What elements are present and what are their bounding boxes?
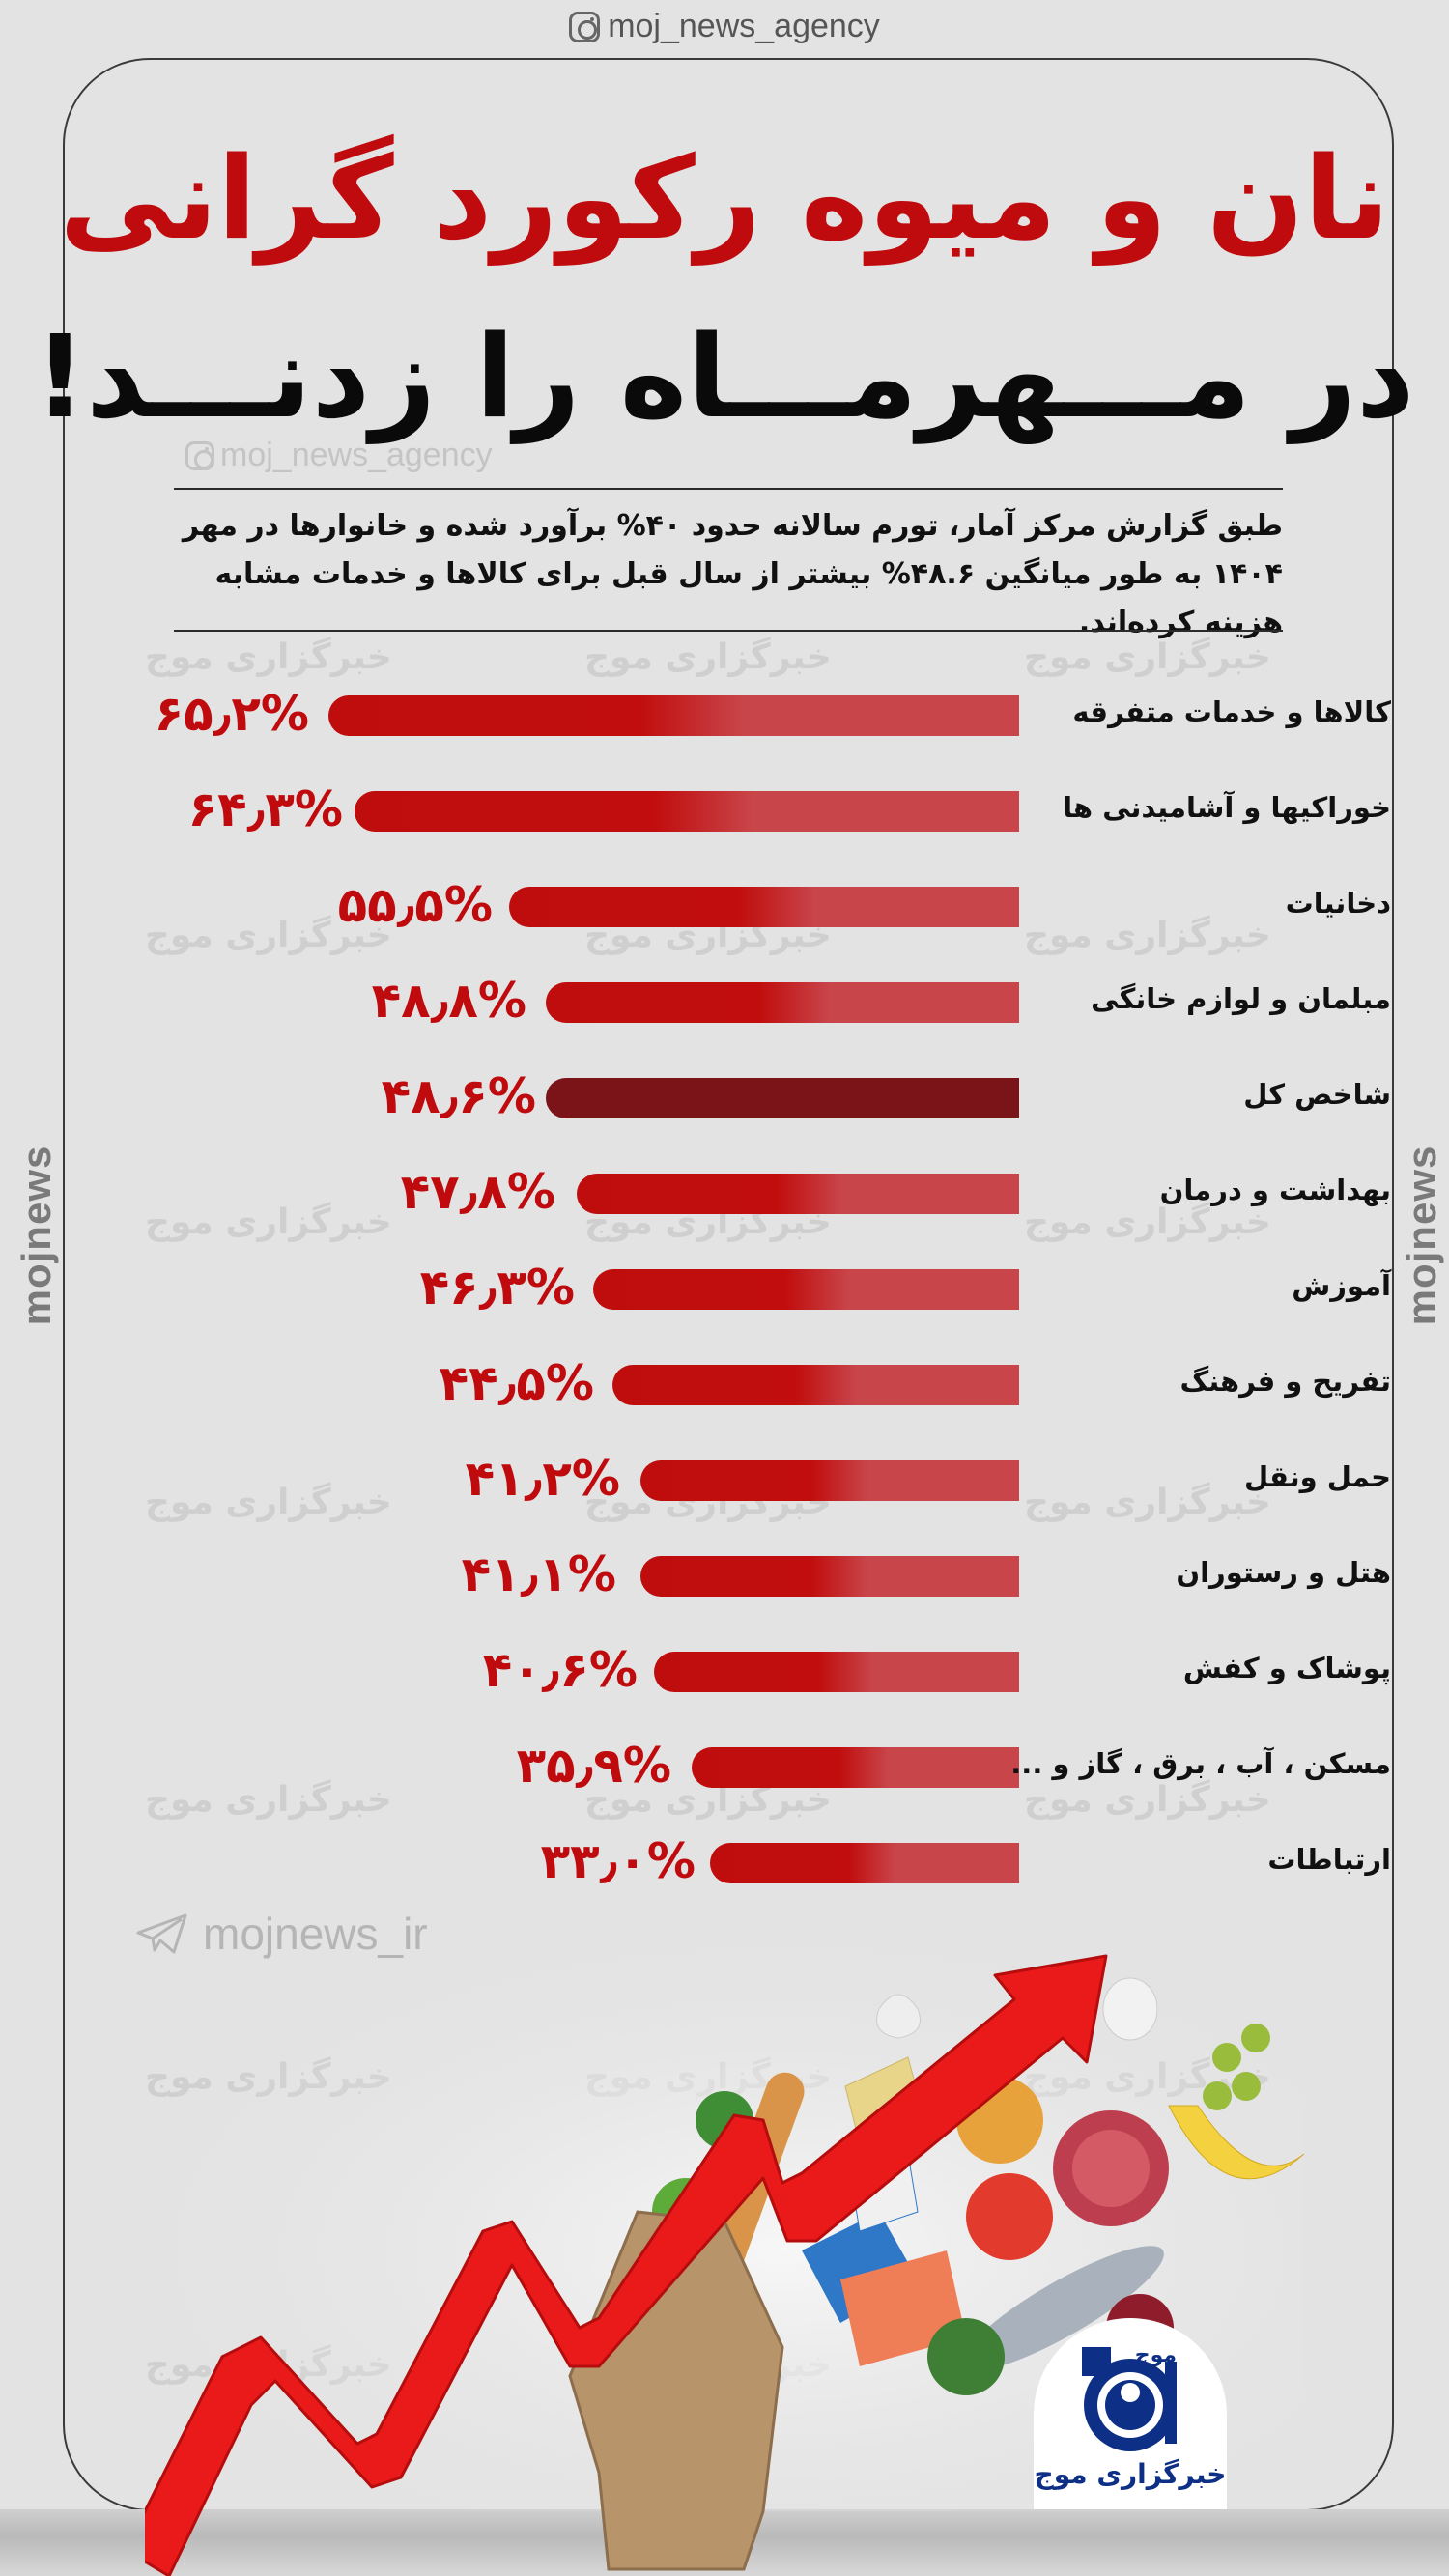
bar-value: ۴۶٫۳% <box>419 1260 575 1316</box>
chart-row: ۶۴٫۳% خوراکیها و آشامیدنی ها <box>0 781 1449 837</box>
chart-row: ۴۱٫۲% حمل ونقل <box>0 1451 1449 1507</box>
intro-paragraph: طبق گزارش مرکز آمار، تورم سالانه حدود ۴۰… <box>182 509 1283 639</box>
watermark-handle-text: moj_news_agency <box>220 437 493 473</box>
watermark-fa: خبرگزاری موج <box>1024 916 1271 955</box>
bar-label: بهداشت و درمان <box>1159 1174 1391 1206</box>
bar-label: دخانیات <box>1285 887 1391 920</box>
bar <box>355 791 1019 832</box>
bar-value: ۶۴٫۳% <box>187 781 343 837</box>
bar-value: ۴۰٫۶% <box>482 1642 638 1698</box>
divider-top <box>174 488 1283 490</box>
bar <box>640 1460 1019 1501</box>
food-items-icon <box>652 1977 1304 2395</box>
bar-label: تفریح و فرهنگ <box>1179 1365 1391 1398</box>
bar-label: آموزش <box>1292 1269 1391 1302</box>
chart-row: ۴۸٫۸% مبلمان و لوازم خانگی <box>0 973 1449 1029</box>
brand-logo-card: موج <box>1034 2318 1227 2509</box>
chart-row: ۴۰٫۶% پوشاک و کفش <box>0 1642 1449 1698</box>
watermark-fa: خبرگزاری موج <box>584 637 832 677</box>
watermark-instagram: moj_news_agency <box>185 437 493 474</box>
chart-row: ۳۳٫۰% ارتباطات <box>0 1833 1449 1889</box>
chart-row: ۴۴٫۵% تفریح و فرهنگ <box>0 1355 1449 1411</box>
bar-value: ۶۵٫۲% <box>154 686 309 742</box>
bar-label: شاخص کل <box>1243 1078 1391 1111</box>
watermark-fa: خبرگزاری موج <box>145 1780 392 1820</box>
watermark-fa: خبرگزاری موج <box>145 637 392 677</box>
bar-value: ۴۸٫۸% <box>371 973 526 1029</box>
instagram-handle-top: moj_news_agency <box>0 8 1449 45</box>
chart-row-total: ۴۸٫۶% شاخص کل <box>0 1068 1449 1124</box>
page-title-line2: در مـــهرمـــاه را زدنـــد! <box>34 310 1415 443</box>
bar-value: ۴۱٫۲% <box>465 1451 620 1507</box>
chart-row: ۶۵٫۲% کالاها و خدمات متفرقه <box>0 686 1449 742</box>
bar-label: مسکن ، آب ، برق ، گاز و ... <box>1010 1747 1391 1780</box>
page-title-line1: نان و میوه رکورد گرانی <box>59 131 1390 265</box>
bar-label: کالاها و خدمات متفرقه <box>1072 695 1391 728</box>
chart-row: ۵۵٫۵% دخانیات <box>0 877 1449 933</box>
bar-value: ۳۳٫۰% <box>540 1833 696 1889</box>
instagram-icon <box>185 440 214 470</box>
instagram-icon <box>569 11 601 42</box>
chart-row: ۴۶٫۳% آموزش <box>0 1260 1449 1316</box>
bar-label: ارتباطات <box>1267 1843 1391 1876</box>
bar <box>692 1747 1019 1788</box>
instagram-handle-text: moj_news_agency <box>608 8 880 44</box>
bar <box>612 1365 1019 1405</box>
side-label-right: mojnews <box>1399 1145 1444 1326</box>
chart-row: ۴۱٫۱% هتل و رستوران <box>0 1546 1449 1602</box>
bar <box>577 1174 1019 1214</box>
bar-value: ۴۴٫۵% <box>439 1355 594 1411</box>
bar <box>328 695 1019 736</box>
bar <box>654 1652 1019 1692</box>
rising-arrow-icon <box>145 1954 1108 2576</box>
watermark-fa: خبرگزاری موج <box>145 1483 392 1522</box>
bar-label: پوشاک و کفش <box>1182 1652 1391 1684</box>
bar <box>546 982 1019 1023</box>
bar-total <box>546 1078 1019 1118</box>
bar-value: ۴۱٫۱% <box>461 1546 616 1602</box>
svg-text:موج: موج <box>1135 2343 1177 2367</box>
watermark-fa: خبرگزاری موج <box>1024 1780 1271 1820</box>
bar <box>640 1556 1019 1597</box>
bar-label: هتل و رستوران <box>1176 1556 1391 1589</box>
bar-label: حمل ونقل <box>1244 1460 1391 1493</box>
bar-label: مبلمان و لوازم خانگی <box>1091 982 1391 1015</box>
moj-logo-icon: موج <box>1082 2343 1177 2451</box>
watermark-fa: خبرگزاری موج <box>145 916 392 955</box>
bar-value: ۴۸٫۶% <box>381 1068 536 1124</box>
watermark-fa: خبرگزاری موج <box>1024 1203 1271 1242</box>
bar <box>509 887 1019 927</box>
watermark-fa: خبرگزاری موج <box>1024 1483 1271 1522</box>
bar-value: ۳۵٫۹% <box>516 1738 671 1794</box>
bar-label: خوراکیها و آشامیدنی ها <box>1063 791 1391 824</box>
bar <box>593 1269 1019 1310</box>
divider-bottom <box>174 630 1283 632</box>
chart-row: ۴۷٫۸% بهداشت و درمان <box>0 1164 1449 1220</box>
side-label-left: mojnews <box>14 1145 59 1326</box>
bar-value: ۴۷٫۸% <box>400 1164 555 1220</box>
bar <box>710 1843 1019 1883</box>
watermark-fa: خبرگزاری موج <box>145 1203 392 1242</box>
brand-logo-text: خبرگزاری موج <box>1034 2458 1227 2490</box>
bar-value: ۵۵٫۵% <box>337 877 493 933</box>
watermark-fa: خبرگزاری موج <box>1024 637 1271 677</box>
chart-row: ۳۵٫۹% مسکن ، آب ، برق ، گاز و ... <box>0 1738 1449 1794</box>
